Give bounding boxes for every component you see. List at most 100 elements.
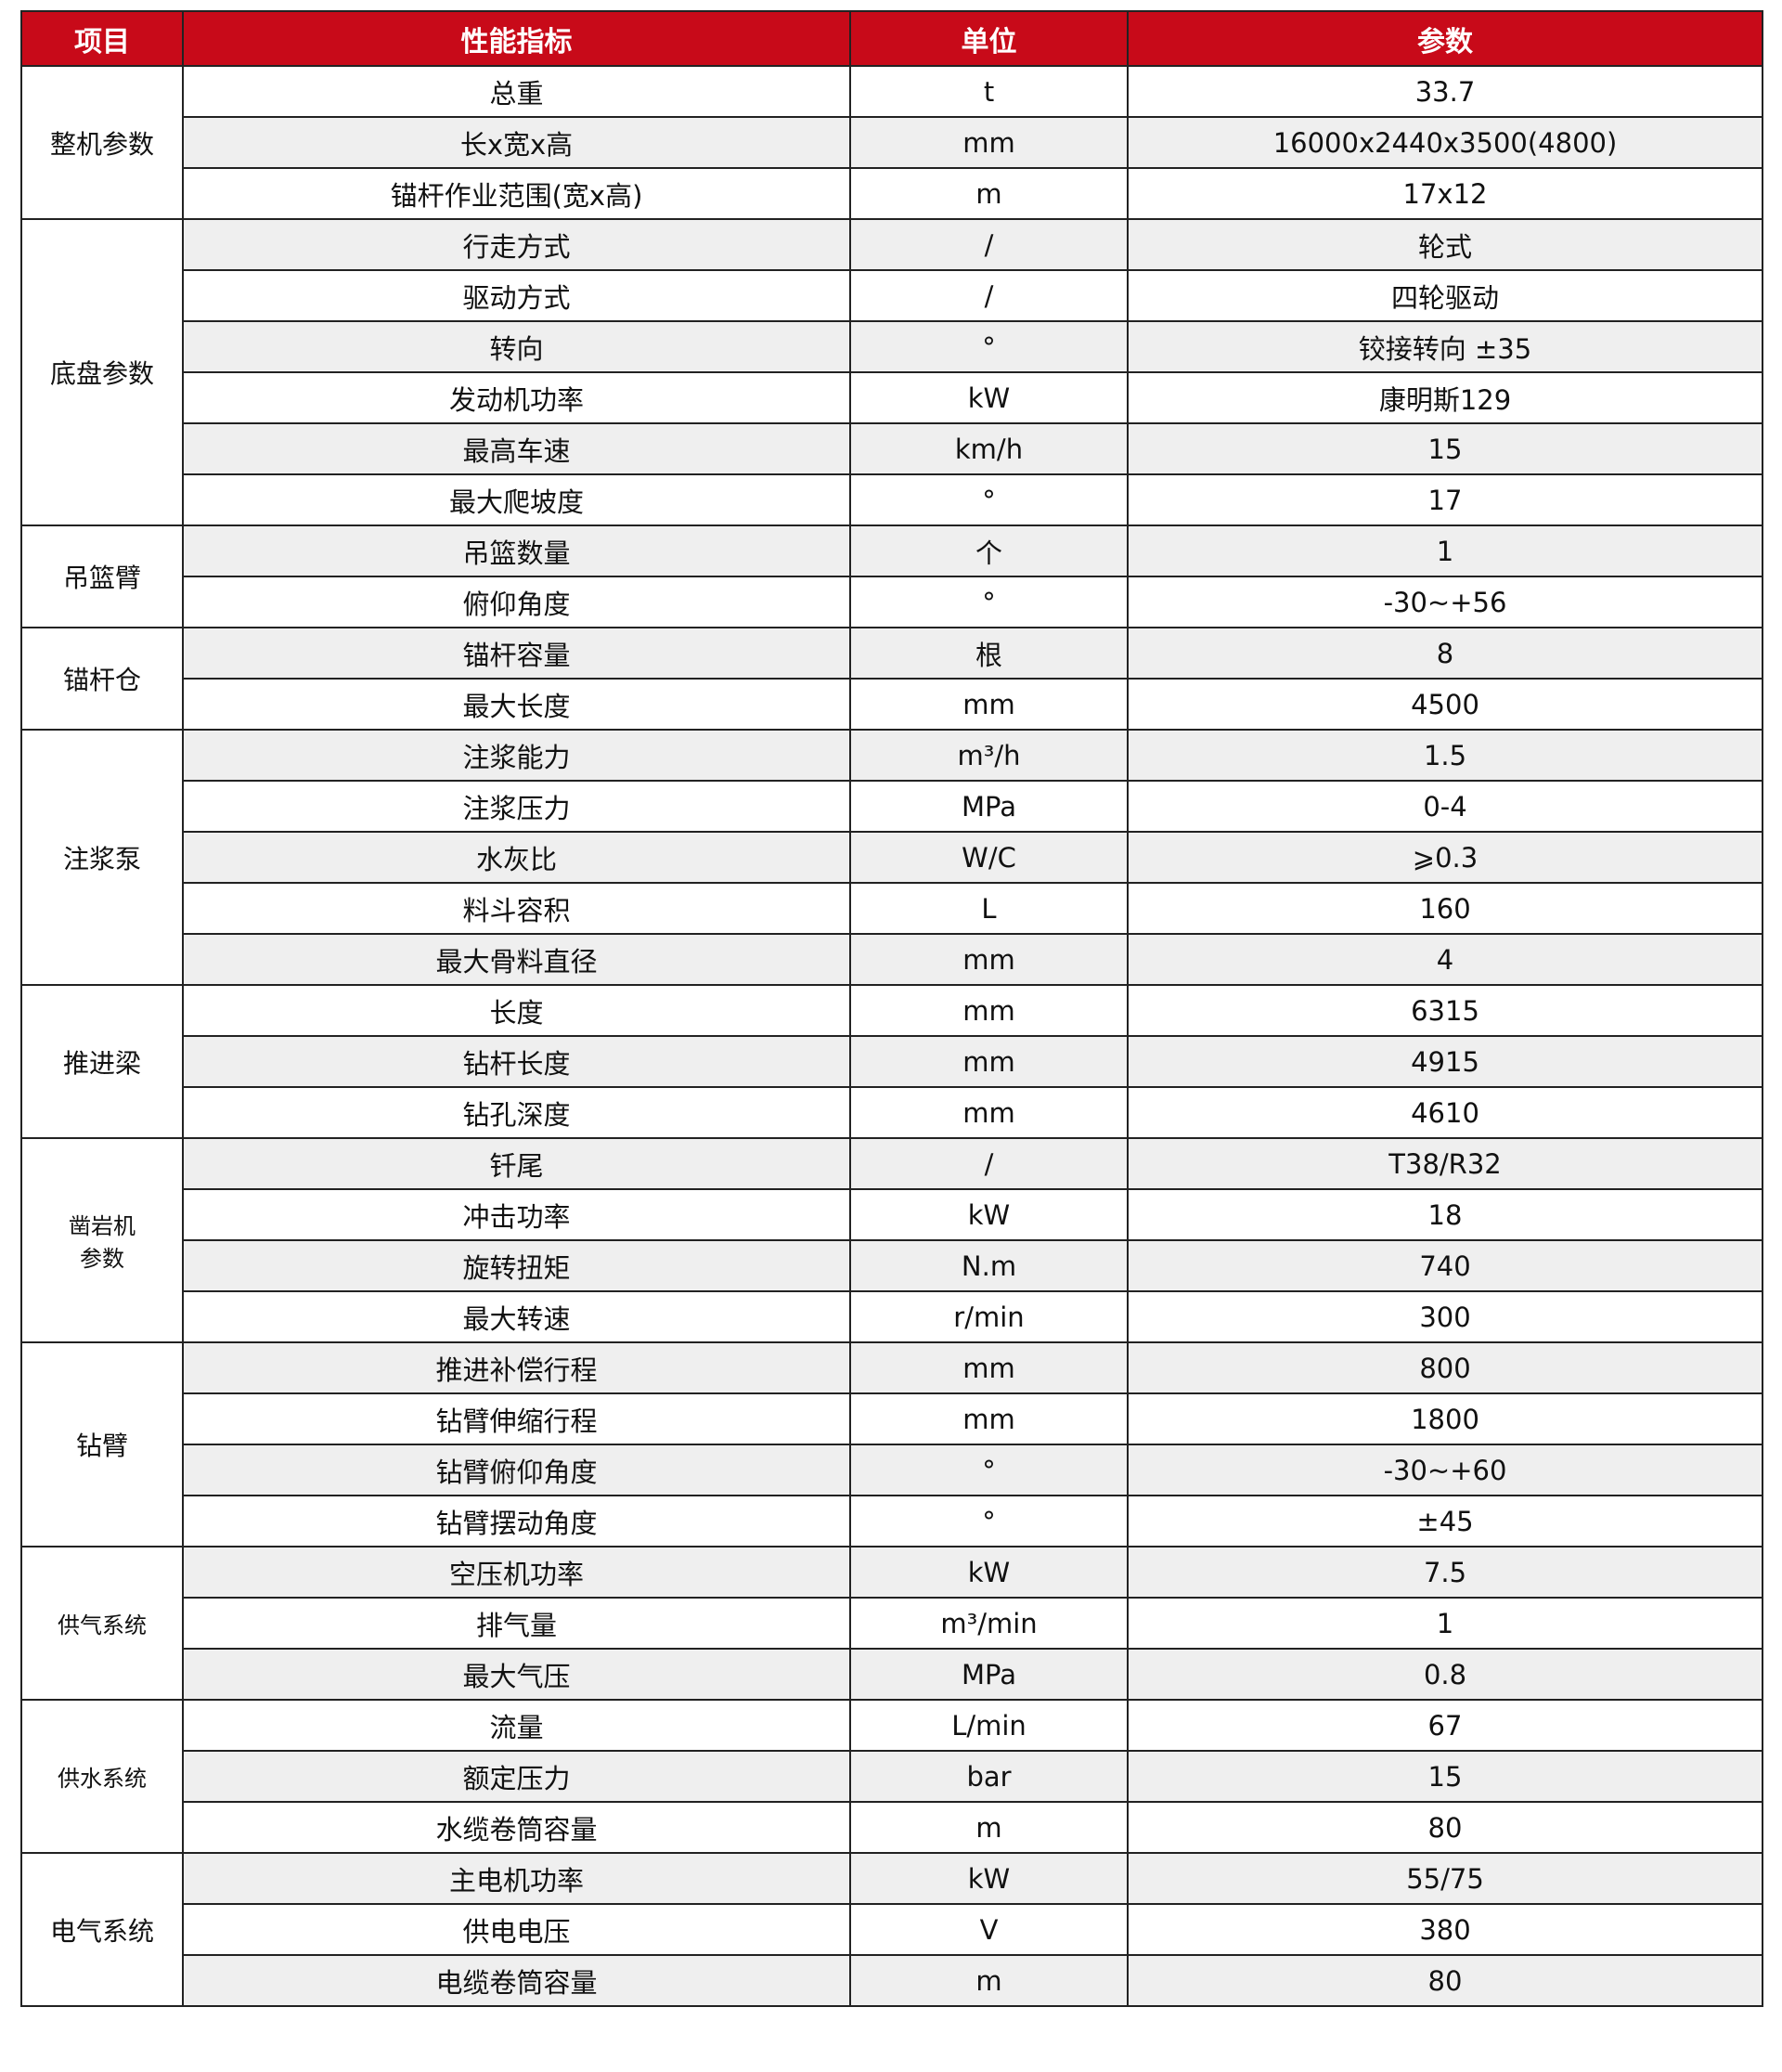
value-cell: 4 [1127, 933, 1763, 986]
indicator-cell: 额定压力 [182, 1750, 851, 1803]
unit-cell: kW [849, 1188, 1129, 1241]
value-cell: 1800 [1127, 1392, 1763, 1445]
value-cell: 67 [1127, 1699, 1763, 1752]
indicator-cell: 冲击功率 [182, 1188, 851, 1241]
indicator-cell: 锚杆作业范围(宽x高) [182, 167, 851, 220]
value-cell: -30~+60 [1127, 1444, 1763, 1496]
table-row: 注浆压力 MPa 0-4 [21, 780, 1763, 833]
value-cell: 15 [1127, 422, 1763, 475]
unit-cell: / [849, 1137, 1129, 1190]
indicator-cell: 最大爬坡度 [182, 473, 851, 526]
table-row: 供电电压 V 380 [21, 1903, 1763, 1956]
unit-cell: km/h [849, 422, 1129, 475]
unit-cell: t [849, 65, 1129, 118]
unit-cell: m [849, 167, 1129, 220]
unit-cell: L/min [849, 1699, 1129, 1752]
table-row: 注浆泵 注浆能力 m³/h 1.5 [20, 729, 1763, 986]
table-row: 最大骨料直径 mm 4 [21, 933, 1763, 986]
indicator-cell: 最大转速 [182, 1290, 851, 1343]
table-row: 最大气压 MPa 0.8 [21, 1648, 1763, 1701]
indicator-cell: 锚杆容量 [182, 627, 851, 680]
indicator-cell: 钻杆长度 [182, 1035, 851, 1088]
table-row: 锚杆仓 锚杆容量根 8 [20, 627, 1763, 731]
value-cell: 1 [1127, 1597, 1763, 1650]
table-row: 钻臂伸缩行程 mm 1800 [21, 1392, 1763, 1445]
group-label: 注浆泵 [20, 729, 184, 986]
unit-cell: kW [849, 371, 1129, 424]
unit-cell: kW [849, 1852, 1129, 1905]
unit-cell: ° [849, 320, 1129, 373]
table-row: 最大爬坡度 ° 17 [21, 473, 1763, 526]
table-row: 钻杆长度 mm 4915 [21, 1035, 1763, 1088]
table-row: 最大长度 mm 4500 [21, 678, 1763, 731]
table-row: 电缆卷筒容量 m 80 [21, 1954, 1763, 2007]
value-cell: 160 [1127, 882, 1763, 935]
group-label: 钻臂 [20, 1341, 184, 1548]
value-cell: 轮式 [1127, 218, 1763, 271]
value-cell: T38/R32 [1127, 1137, 1763, 1190]
unit-cell: mm [849, 678, 1129, 731]
indicator-cell: 注浆能力 [182, 729, 851, 782]
table-row: 供气系统 空压机功率 kW 7.5 [20, 1546, 1763, 1701]
table-row: 发动机功率 kW 康明斯129 [21, 371, 1763, 424]
indicator-cell: 最大骨料直径 [182, 933, 851, 986]
table-row: 转向 ° 铰接转向 ±35 [21, 320, 1763, 373]
indicator-cell: 俯仰角度 [182, 576, 851, 628]
unit-cell: MPa [849, 1648, 1129, 1701]
indicator-cell: 钻臂摆动角度 [182, 1495, 851, 1548]
value-cell: ±45 [1127, 1495, 1763, 1548]
value-cell: 33.7 [1127, 65, 1763, 118]
unit-cell: N.m [849, 1239, 1129, 1292]
table-body: 整机参数 总重 t 33.7 长x宽x高 mm 16000x2440x3500(4800) 锚… [20, 65, 1763, 2007]
unit-cell: V [849, 1903, 1129, 1956]
value-cell: ⩾0.3 [1127, 831, 1763, 884]
value-cell: 55/75 [1127, 1852, 1763, 1905]
table-row: 钻孔深度 mm 4610 [21, 1086, 1763, 1139]
indicator-cell: 注浆压力 [182, 780, 851, 833]
group-label: 推进梁 [20, 984, 184, 1139]
unit-cell: m [849, 1954, 1129, 2007]
indicator-cell: 总重 [182, 65, 851, 118]
unit-cell: 个 [849, 524, 1129, 577]
group-label: 供气系统 [20, 1546, 184, 1701]
value-cell: 18 [1127, 1188, 1763, 1241]
value-cell: 17 [1127, 473, 1763, 526]
value-cell: 800 [1127, 1341, 1763, 1394]
spec-table: 项目 性能指标 单位 参数 整机参数 总重 t 33.7 长x宽x高 mm 16000x24… [20, 10, 1763, 2007]
table-row: 俯仰角度 ° -30~+56 [21, 576, 1763, 628]
header-item: 项目 [20, 10, 184, 67]
group-label: 锚杆仓 [20, 627, 184, 731]
indicator-cell: 旋转扭矩 [182, 1239, 851, 1292]
table-row: 底盘参数 行走方式 / 轮式 [20, 218, 1763, 526]
indicator-cell: 水缆卷筒容量 [182, 1801, 851, 1854]
indicator-cell: 最大气压 [182, 1648, 851, 1701]
table-row: 锚杆作业范围(宽x高) m 17x12 [21, 167, 1763, 220]
indicator-cell: 料斗容积 [182, 882, 851, 935]
value-cell: 6315 [1127, 984, 1763, 1037]
group-label: 电气系统 [20, 1852, 184, 2007]
unit-cell: mm [849, 984, 1129, 1037]
table-row: 水缆卷筒容量 m 80 [21, 1801, 1763, 1854]
value-cell: 四轮驱动 [1127, 269, 1763, 322]
unit-cell: W/C [849, 831, 1129, 884]
group-label: 吊篮臂 [20, 524, 184, 628]
table-row: 料斗容积 L 160 [21, 882, 1763, 935]
unit-cell: r/min [849, 1290, 1129, 1343]
unit-cell: mm [849, 1086, 1129, 1139]
indicator-cell: 主电机功率 [182, 1852, 851, 1905]
indicator-cell: 电缆卷筒容量 [182, 1954, 851, 2007]
value-cell: 1 [1127, 524, 1763, 577]
table-row: 钻臂 推进补偿行程 mm 800 [20, 1341, 1763, 1548]
group-label: 整机参数 [20, 65, 184, 220]
table-row: 冲击功率 kW 18 [21, 1188, 1763, 1241]
unit-cell: ° [849, 1444, 1129, 1496]
unit-cell: mm [849, 116, 1129, 169]
value-cell: 17x12 [1127, 167, 1763, 220]
value-cell: 80 [1127, 1801, 1763, 1854]
value-cell: 0.8 [1127, 1648, 1763, 1701]
indicator-cell: 发动机功率 [182, 371, 851, 424]
indicator-cell: 水灰比 [182, 831, 851, 884]
unit-cell: ° [849, 576, 1129, 628]
indicator-cell: 吊篮数量 [182, 524, 851, 577]
table-header-row: 项目 性能指标 单位 参数 [20, 10, 1763, 67]
